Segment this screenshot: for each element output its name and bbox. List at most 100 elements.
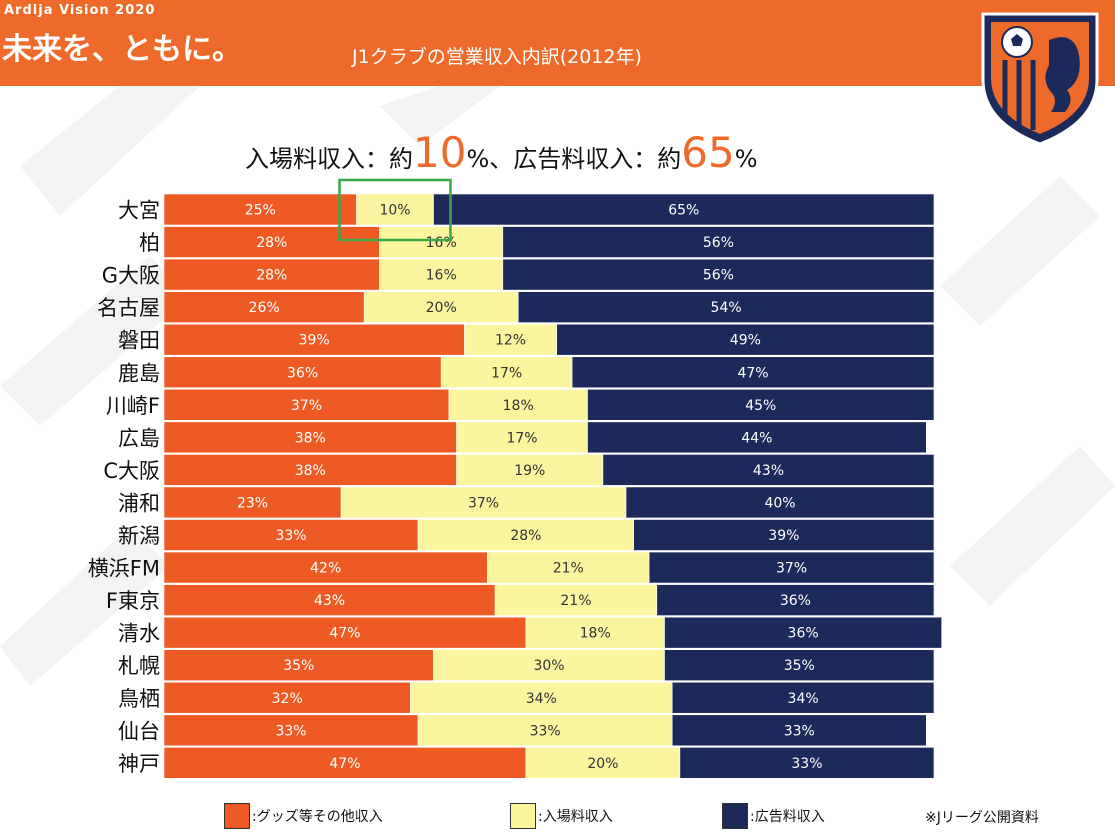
legend-advertising-swatch: [722, 803, 748, 829]
data-label-admission: 37%: [468, 495, 499, 511]
bar-admission: [494, 584, 658, 616]
category-label: 札幌: [118, 654, 160, 678]
slide-title: J1クラブの営業収入内訳(2012年): [352, 46, 642, 68]
data-label-goods: 38%: [295, 430, 326, 446]
category-label: 清水: [118, 622, 160, 646]
bar-admission: [379, 226, 504, 258]
legend-advertising-label: :広告料収入: [750, 809, 825, 825]
headline-admission-value: 10: [413, 128, 467, 177]
data-label-advertising: 56%: [703, 268, 734, 284]
data-label-advertising: 36%: [788, 626, 819, 642]
bar-advertising: [633, 519, 935, 551]
legend-goods-swatch: [224, 803, 250, 829]
data-label-goods: 39%: [299, 333, 330, 349]
brand-slogan: 未来を、ともに。: [2, 32, 242, 67]
category-label: 横浜FM: [88, 557, 160, 581]
data-label-admission: 21%: [553, 561, 584, 577]
source-note: ※Jリーグ公開資料: [925, 810, 1039, 826]
data-label-advertising: 35%: [784, 658, 815, 674]
bar-admission: [463, 323, 557, 356]
data-label-admission: 21%: [560, 593, 591, 609]
category-label: C大阪: [103, 459, 160, 483]
bar-admission: [363, 291, 519, 323]
legend-admission: :入場料収入: [510, 802, 613, 830]
data-label-admission: 16%: [426, 268, 457, 284]
bar-advertising: [656, 584, 935, 616]
data-label-admission: 28%: [510, 528, 541, 544]
data-label-admission: 34%: [526, 691, 557, 707]
legend-goods: :グッズ等その他収入: [224, 802, 383, 830]
data-label-goods: 26%: [249, 300, 280, 316]
legend-admission-swatch: [510, 803, 536, 829]
category-label: 鹿島: [118, 361, 160, 385]
bar-advertising: [502, 226, 935, 258]
headline: 入場料収入：約 10 % 、広告料収入：約 65 %: [245, 128, 758, 180]
bar-admission: [417, 714, 673, 747]
data-label-advertising: 44%: [741, 430, 772, 446]
bar-advertising: [602, 454, 935, 486]
data-label-advertising: 47%: [737, 365, 768, 381]
data-label-goods: 25%: [245, 203, 276, 219]
bar-advertising: [679, 747, 935, 779]
bar-goods: [163, 649, 434, 682]
data-label-goods: 35%: [283, 658, 314, 674]
bar-goods: [163, 747, 527, 779]
category-label: 神戸: [118, 752, 160, 776]
data-label-goods: 32%: [272, 691, 303, 707]
data-label-admission: 33%: [530, 723, 561, 739]
bar-advertising: [517, 291, 935, 323]
data-label-advertising: 33%: [791, 756, 822, 772]
bar-goods: [163, 323, 465, 356]
data-label-advertising: 39%: [768, 528, 799, 544]
category-label: 柏: [139, 231, 160, 255]
data-label-goods: 28%: [256, 268, 287, 284]
data-label-goods: 43%: [314, 593, 345, 609]
bar-admission: [448, 388, 588, 421]
bar-advertising: [664, 616, 943, 649]
bar-goods: [163, 486, 342, 519]
bar-goods: [163, 681, 411, 714]
bar-advertising: [625, 486, 935, 519]
bar-goods: [163, 388, 450, 421]
bar-advertising: [664, 649, 935, 682]
data-label-admission: 17%: [491, 365, 522, 381]
data-label-admission: 18%: [580, 626, 611, 642]
headline-advertising-unit: %: [734, 145, 758, 173]
bar-goods: [163, 258, 380, 291]
bar-goods: [163, 421, 457, 454]
category-label: 磐田: [118, 329, 160, 353]
bar-goods: [163, 226, 380, 258]
bar-advertising: [587, 388, 935, 421]
highlight-box: [338, 178, 452, 242]
bar-goods: [163, 714, 419, 747]
data-label-advertising: 49%: [730, 333, 761, 349]
bar-advertising: [571, 356, 935, 389]
data-label-advertising: 37%: [776, 561, 807, 577]
legend-goods-label: :グッズ等その他収入: [252, 809, 383, 825]
brand-subtitle: Ardija Vision 2020: [4, 3, 156, 18]
category-label: 名古屋: [97, 296, 160, 320]
data-label-goods: 37%: [291, 398, 322, 414]
category-label: 広島: [118, 426, 160, 450]
headline-advertising-value: 65: [681, 128, 735, 177]
bar-admission: [456, 454, 604, 486]
bar-advertising: [671, 714, 927, 747]
bar-advertising: [587, 421, 927, 454]
bar-goods: [163, 584, 496, 616]
data-label-advertising: 45%: [745, 398, 776, 414]
bar-admission: [487, 551, 650, 584]
data-label-advertising: 33%: [784, 723, 815, 739]
data-label-goods: 23%: [237, 495, 268, 511]
data-label-goods: 36%: [287, 365, 318, 381]
data-label-goods: 42%: [310, 561, 341, 577]
category-label: 新潟: [118, 524, 160, 548]
data-label-admission: 12%: [495, 333, 526, 349]
legend-admission-label: :入場料収入: [538, 809, 613, 825]
legend-advertising: :広告料収入: [722, 802, 825, 830]
bar-goods: [163, 454, 457, 486]
background-pattern: [0, 86, 1115, 686]
data-label-goods: 38%: [295, 463, 326, 479]
data-label-advertising: 34%: [788, 691, 819, 707]
bar-admission: [379, 258, 504, 291]
